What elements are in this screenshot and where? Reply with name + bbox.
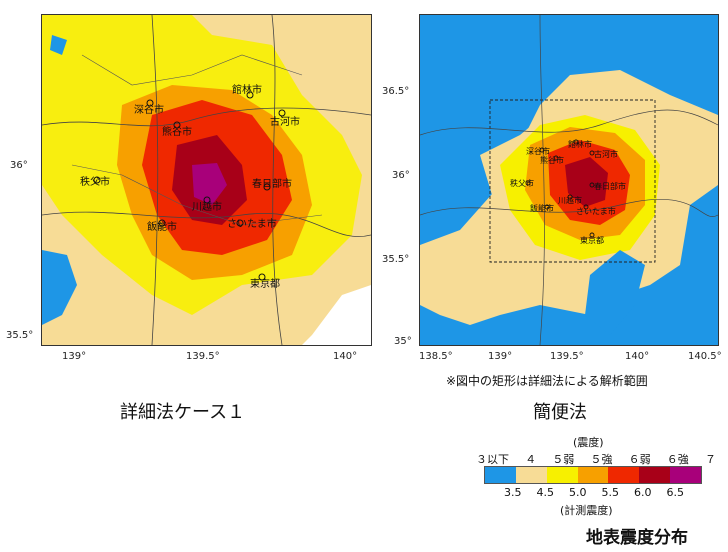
city-marker-tatebayashi — [573, 139, 579, 145]
city-label: 東京都 — [580, 235, 604, 245]
legend-swatch — [546, 467, 578, 483]
legend-boundary-value: 5.0 — [569, 486, 587, 499]
city-label: 東京都 — [250, 277, 280, 290]
legend-boundary-value: 4.5 — [536, 486, 555, 499]
city-label: 秩父市 — [510, 178, 534, 188]
left-intensity-map: 館林市 深谷市 古河市 熊谷市 秩父市 春日部市 川越市 飯能市 さいたま市 東… — [41, 14, 372, 346]
city-marker-chichibu — [93, 176, 101, 184]
left-map-graphic: 館林市 深谷市 古河市 熊谷市 秩父市 春日部市 川越市 飯能市 さいたま市 東… — [42, 15, 371, 345]
city-label: 深谷市 — [526, 146, 550, 156]
legend-swatch — [515, 467, 547, 483]
legend-class-label: ５強 — [590, 453, 613, 466]
city-marker-kasukabe — [589, 182, 595, 188]
city-label: 春日部市 — [594, 181, 626, 191]
right-map-graphic: 館林市 深谷市 古河市 熊谷市 秩父市 春日部市 川越市 飯能市 さいたま市 東… — [420, 15, 718, 345]
legend-class-label: ５弱 — [552, 453, 575, 466]
right-intensity-map: 館林市 深谷市 古河市 熊谷市 秩父市 春日部市 川越市 飯能市 さいたま市 東… — [419, 14, 719, 346]
city-label: 熊谷市 — [162, 125, 192, 138]
legend-swatch — [670, 467, 702, 483]
city-label: 熊谷市 — [540, 155, 564, 165]
city-marker-kawagoe — [203, 196, 211, 204]
city-label: 古河市 — [270, 115, 300, 128]
right-lat-tick: 35° — [394, 336, 412, 347]
right-caption: 簡便法 — [533, 402, 587, 423]
city-marker-kawagoe — [567, 194, 573, 200]
city-marker-fukaya — [146, 99, 154, 107]
legend-swatch — [639, 467, 671, 483]
legend-color-bar — [484, 466, 702, 484]
city-marker-kasukabe — [263, 183, 271, 191]
legend-swatch — [485, 467, 516, 483]
legend-boundary-row: 3.5 4.5 5.0 5.5 6.0 6.5 — [504, 486, 684, 499]
legend-boundary-value: 5.5 — [601, 486, 620, 499]
city-label: さいたま市 — [227, 217, 277, 230]
city-label: 飯能市 — [147, 220, 177, 233]
city-label: 館林市 — [568, 139, 592, 149]
legend-swatch — [608, 467, 640, 483]
city-marker-chichibu — [525, 180, 531, 186]
city-label: 深谷市 — [134, 103, 164, 116]
city-marker-hanno — [158, 219, 166, 227]
city-marker-fukaya — [539, 147, 545, 153]
legend-class-row: ３以下 ４ ５弱 ５強 ６弱 ６強 ７ — [476, 451, 716, 467]
right-city-markers — [525, 139, 595, 238]
city-marker-tatebayashi — [246, 91, 254, 99]
city-label: 川越市 — [192, 200, 222, 213]
left-caption: 詳細法ケース１ — [120, 402, 246, 423]
legend-class-label: ３以下 — [476, 453, 509, 466]
city-marker-saitama — [583, 204, 589, 210]
left-lon-tick: 139.5° — [186, 351, 220, 362]
left-lat-tick: 35.5° — [6, 330, 34, 341]
city-marker-saitama — [236, 219, 244, 227]
right-lon-tick: 139.5° — [550, 351, 584, 362]
city-label: 館林市 — [232, 83, 262, 96]
right-lon-tick: 140° — [625, 351, 650, 362]
legend-class-label: ４ — [525, 453, 537, 466]
analysis-range-note: ※図中の矩形は詳細法による解析範囲 — [446, 374, 648, 388]
city-marker-tokyo — [258, 273, 266, 281]
left-lat-tick: 36° — [10, 160, 28, 171]
right-lon-tick: 138.5° — [419, 351, 453, 362]
city-marker-hanno — [544, 204, 550, 210]
left-lon-tick: 140° — [333, 351, 358, 362]
city-label: 古河市 — [594, 149, 618, 159]
legend-class-label: ６強 — [666, 453, 689, 466]
right-lat-tick: 36.5° — [382, 86, 410, 97]
city-label: 秩父市 — [80, 175, 110, 188]
legend-class-label: ６弱 — [628, 453, 651, 466]
city-marker-kumagaya — [553, 155, 559, 161]
legend-boundary-value: 6.0 — [634, 486, 652, 499]
city-label: 川越市 — [558, 195, 582, 205]
city-label: さいたま市 — [576, 206, 616, 216]
right-lat-tick: 35.5° — [382, 254, 410, 265]
city-label: 飯能市 — [530, 203, 554, 213]
city-marker-koga — [278, 109, 286, 117]
right-lat-tick: 36° — [392, 170, 410, 181]
right-lon-tick: 139° — [488, 351, 513, 362]
left-lon-tick: 139° — [62, 351, 87, 362]
legend-top-title: (震度) — [573, 436, 604, 449]
right-lon-tick: 140.5° — [688, 351, 722, 362]
city-marker-tokyo — [589, 232, 595, 238]
legend-swatch — [577, 467, 609, 483]
city-marker-kumagaya — [173, 121, 181, 129]
legend-boundary-value: 6.5 — [666, 486, 685, 499]
legend-bottom-title: (計測震度) — [560, 504, 613, 517]
city-label: 春日部市 — [252, 177, 292, 190]
legend-boundary-value: 3.5 — [504, 486, 522, 499]
left-city-markers — [93, 91, 286, 281]
main-title: 地表震度分布 — [586, 528, 688, 548]
city-marker-koga — [589, 150, 595, 156]
legend-class-label: ７ — [704, 453, 716, 466]
analysis-range-rectangle — [489, 99, 656, 263]
